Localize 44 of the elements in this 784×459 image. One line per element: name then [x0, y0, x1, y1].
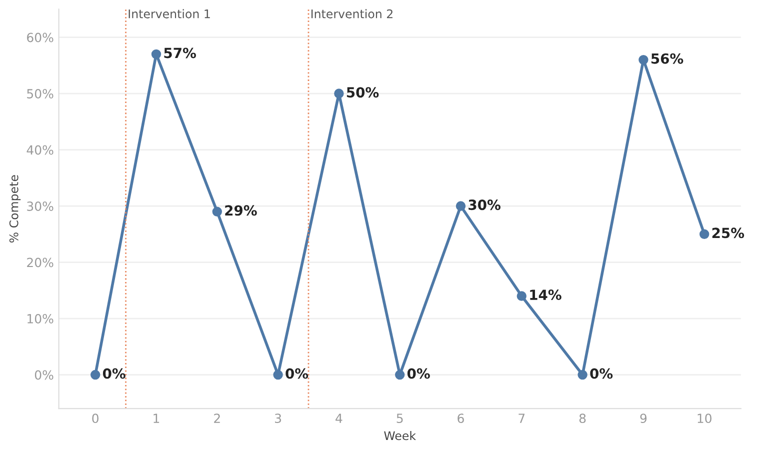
ref-line-label: Intervention 1 [128, 9, 210, 18]
x-tick-label: 9 [640, 414, 647, 424]
y-tick-label: 40% [26, 145, 54, 155]
data-label: 29% [225, 205, 257, 216]
data-label: 14% [530, 290, 562, 300]
data-label: 0% [590, 368, 613, 379]
y-tick-label: 20% [27, 258, 54, 268]
data-label: 25% [712, 228, 744, 238]
point [394, 370, 405, 380]
x-tick-label: 2 [214, 414, 220, 423]
x-tick-label: 10 [698, 414, 712, 424]
point [90, 370, 100, 380]
data-label: 0% [286, 368, 308, 379]
point [273, 370, 283, 380]
data-label: 50% [346, 87, 379, 98]
data-label: 0% [407, 368, 430, 379]
x-tick-label: 3 [275, 414, 282, 424]
x-tick-label: 8 [579, 414, 586, 424]
data-label: 30% [468, 200, 500, 210]
x-tick-label: 6 [458, 414, 464, 424]
y-tick-label: 10% [28, 314, 54, 324]
y-tick-label: 60% [27, 32, 54, 42]
point [638, 54, 648, 65]
point [578, 370, 588, 380]
x-axis-title: Week [384, 431, 416, 440]
point [212, 206, 222, 217]
point [456, 201, 466, 211]
x-tick-label: 7 [518, 414, 525, 423]
x-tick-label: 1 [154, 414, 160, 423]
x-tick-label: 5 [396, 414, 403, 424]
ref-line-label: Intervention 2 [311, 9, 392, 18]
point [334, 88, 344, 98]
y-axis-title: % Compete [9, 175, 21, 242]
y-tick-label: 0% [34, 370, 54, 380]
point [699, 229, 710, 240]
x-tick-label: 0 [92, 414, 98, 424]
point [516, 291, 526, 301]
data-label: 56% [651, 53, 684, 64]
y-tick-label: 50% [27, 89, 54, 98]
data-label: 57% [164, 48, 196, 58]
y-tick-label: 30% [27, 202, 54, 211]
x-tick-label: 4 [336, 414, 342, 423]
data-label: 0% [102, 368, 126, 379]
point [151, 49, 162, 60]
